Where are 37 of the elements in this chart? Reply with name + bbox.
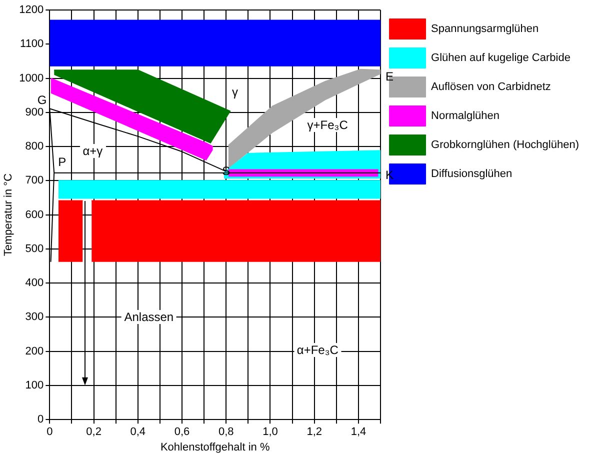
annotation: α+γ <box>80 144 106 158</box>
y-axis-title: Temperatur in °C <box>2 173 15 256</box>
legend-label: Diffusionsglühen <box>431 168 512 180</box>
x-tick-label: 0,6 <box>174 426 190 438</box>
y-tick-label: 600 <box>25 208 44 221</box>
x-tick-label: 0,8 <box>218 426 234 438</box>
x-tick-label: 1,2 <box>306 426 322 438</box>
y-tick-label: 1100 <box>20 38 44 50</box>
x-tick-label: 0 <box>46 426 53 438</box>
legend-label: Spannungsarmglühen <box>431 23 539 36</box>
x-tick-label: 1,4 <box>350 426 366 438</box>
y-tick-label: 0 <box>38 414 44 426</box>
x-axis-title: Kohlenstoffgehalt in % <box>160 441 270 454</box>
y-tick-label: 400 <box>25 277 44 290</box>
annotation: α+Fe₃C <box>294 342 342 357</box>
y-tick-label: 900 <box>25 106 44 118</box>
legend-label: Grobkornglühen (Hochglühen) <box>431 139 580 152</box>
annotation: E <box>386 69 394 84</box>
y-tick-label: 500 <box>25 242 44 255</box>
y-tick-label: 1200 <box>19 4 44 16</box>
x-tick-label: 1,0 <box>262 426 278 438</box>
y-tick-label: 100 <box>25 380 44 392</box>
legend-label: Normalglühen <box>431 110 500 122</box>
y-tick-label: 1000 <box>19 72 44 84</box>
y-tick-label: 700 <box>25 174 44 187</box>
y-tick-label: 200 <box>25 345 44 358</box>
y-tick-label: 300 <box>25 311 44 324</box>
y-tick-label: 800 <box>25 140 44 153</box>
x-tick-label: 0,2 <box>86 426 102 438</box>
annotation: γ <box>228 84 241 99</box>
annotation: γ+Fe₃C <box>304 118 351 132</box>
annotation: Anlassen <box>121 310 177 324</box>
annotation: G <box>37 92 47 107</box>
x-tick-label: 0,4 <box>130 426 146 438</box>
legend-label: Auflösen von Carbidnetz <box>431 81 551 94</box>
annotation: P <box>58 155 66 170</box>
legend-label: Glühen auf kugelige Carbide <box>431 52 570 64</box>
